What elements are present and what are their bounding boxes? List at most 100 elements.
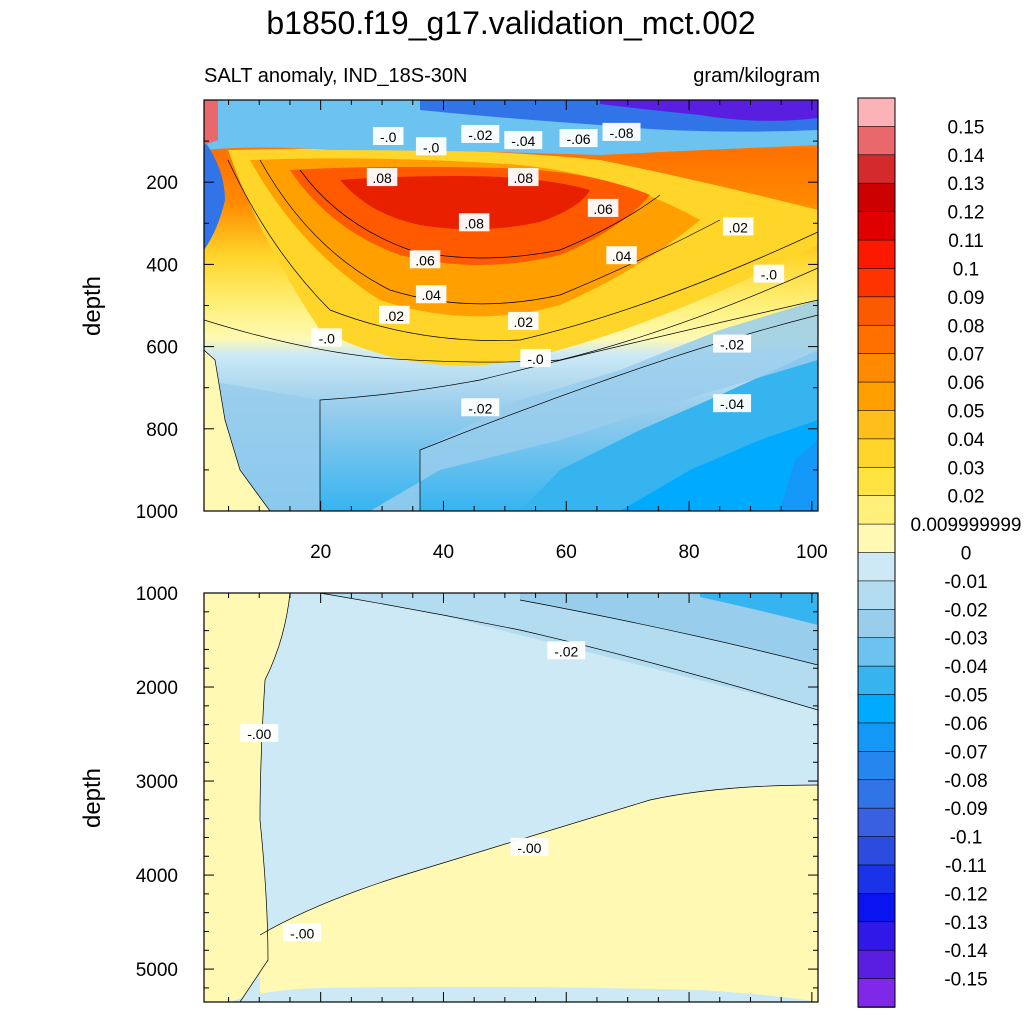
lower-contour-label-bg (283, 923, 322, 942)
upper-contour-label: -.0 (761, 267, 778, 283)
colorbar-swatch (857, 864, 896, 895)
colorbar-label: -0.05 (944, 686, 987, 707)
colorbar-swatch (857, 921, 896, 951)
colorbar-label: 0.09 (948, 288, 985, 309)
upper-left-positive (204, 350, 270, 511)
upper-contour-label-bg (520, 348, 551, 367)
upper-x-tick-label: 40 (433, 542, 454, 563)
lower-topright-neg2 (520, 593, 818, 665)
colorbar-swatch (857, 609, 896, 639)
upper-x-tick-label: 100 (796, 542, 828, 563)
colorbar-label: -0.12 (944, 884, 987, 905)
colorbar-swatch (857, 381, 896, 412)
colorbar-label: 0.03 (948, 458, 985, 479)
lower-y-tick-label: 5000 (136, 960, 178, 981)
upper-y-tick-label: 1000 (136, 502, 178, 523)
colorbar-label: -0.07 (944, 742, 987, 763)
chart-title: b1850.f19_g17.validation_mct.002 (266, 5, 755, 41)
chart-subtitle-right: gram/kilogram (693, 65, 820, 87)
lower-contour-label-bg (510, 837, 549, 856)
colorbar-swatch (857, 552, 896, 582)
colorbar-swatch (857, 978, 896, 1008)
colorbar-swatch (857, 182, 896, 213)
lower-contour-label-bg (240, 724, 279, 743)
colorbar: 0.15 0.14 0.13 0.12 0.11 0.1 0.09 0.08 0.07 0.06 0… (857, 97, 1022, 1008)
colorbar-swatch (857, 665, 896, 696)
colorbar-swatch (857, 637, 896, 667)
upper-mid-band (204, 300, 818, 511)
upper-contour-label: -.0 (380, 129, 397, 145)
upper-contour-pos02 (227, 159, 818, 341)
colorbar-swatch (857, 268, 896, 298)
colorbar-label: 0.02 (948, 487, 985, 508)
upper-contour-label: .08 (514, 170, 534, 186)
colorbar-label: -0.1 (950, 828, 983, 849)
upper-contour-label: -.02 (468, 400, 492, 416)
colorbar-swatch (857, 466, 896, 497)
colorbar-label: -0.13 (944, 913, 987, 934)
upper-contour-label: .08 (464, 215, 484, 231)
colorbar-swatch (857, 495, 896, 525)
upper-contour-label-bg (602, 122, 641, 141)
colorbar-label: 0.12 (948, 203, 985, 224)
colorbar-swatch (857, 353, 896, 383)
colorbar-label: -0.01 (944, 572, 987, 593)
lower-contour-upper2 (519, 599, 818, 666)
lower-y-tick-label: 1000 (136, 584, 178, 605)
upper-contour-left (204, 349, 271, 511)
contour-labels: -.0 -.0 -.02 -.04 -.06 -.08 .08 .08 .08 .06 .02 .06… (240, 122, 785, 942)
lower-y-tick-label: 4000 (136, 866, 178, 887)
upper-contour-label-bg (508, 168, 539, 187)
colorbar-swatch (857, 779, 896, 809)
colorbar-label: 0 (961, 544, 972, 565)
colorbar-label: -0.02 (944, 600, 987, 621)
lower-plot-frame (203, 592, 819, 1003)
upper-contour-neg04 (419, 314, 818, 511)
lower-bottom-positive (260, 785, 818, 1002)
colorbar-label: -0.09 (944, 799, 987, 820)
colorbar-swatch (857, 97, 896, 128)
upper-contour-label-bg (559, 129, 598, 148)
lower-contour-left (239, 593, 291, 1002)
upper-panel (204, 100, 818, 511)
upper-contour-label: .02 (385, 308, 405, 324)
upper-contour-label-bg (713, 334, 752, 353)
colorbar-swatch (857, 296, 896, 327)
lower-left-positive (204, 593, 290, 1002)
upper-contour-label: -.0 (319, 330, 336, 346)
upper-contour-label-bg (504, 131, 543, 150)
colorbar-swatch (857, 722, 896, 753)
colorbar-swatch (857, 126, 896, 156)
colorbar-label: -0.06 (944, 714, 987, 735)
upper-contour-label-bg (587, 198, 619, 217)
colorbar-swatch (857, 949, 896, 980)
colorbar-label: 0.15 (948, 117, 985, 138)
colorbar-label: 0.009999999 (911, 515, 1022, 536)
colorbar-label: -0.11 (945, 856, 987, 877)
lower-contour-bottom (259, 784, 818, 936)
upper-contour-label-bg (461, 398, 500, 417)
upper-contour-label: -.04 (511, 133, 535, 149)
lower-contour-upper (319, 593, 818, 711)
upper-contour-label-bg (461, 124, 500, 143)
upper-contour-label-bg (379, 305, 410, 324)
colorbar-label: -0.03 (944, 629, 987, 650)
upper-topleft-high (204, 100, 218, 145)
lower-contour-label: -.00 (517, 840, 541, 856)
upper-deep-low-max (780, 440, 818, 511)
colorbar-swatch (857, 694, 896, 724)
upper-contour-label: .08 (372, 170, 392, 186)
colorbar-swatch (857, 751, 896, 781)
upper-contour-label-bg (606, 246, 637, 265)
upper-contour-label: -.08 (609, 125, 633, 141)
upper-deep-low-core (620, 420, 818, 511)
upper-contour-neg02 (319, 299, 818, 511)
colorbar-swatch (857, 807, 896, 838)
colorbar-swatch (857, 211, 896, 241)
upper-contour-label: -.02 (720, 337, 744, 353)
lower-contour-label: -.00 (290, 925, 314, 941)
upper-positive-max (340, 176, 590, 230)
lower-contour-label: -.00 (247, 726, 271, 742)
lower-panel (204, 593, 818, 1002)
upper-contour-label-bg (713, 394, 752, 413)
